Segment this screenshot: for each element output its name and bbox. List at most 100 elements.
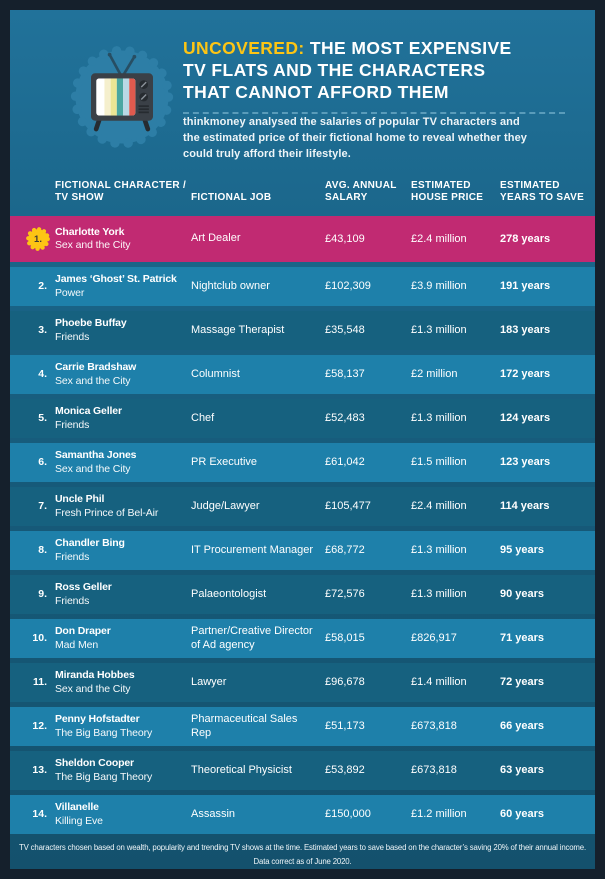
years-to-save: 71 years (500, 632, 545, 644)
years-to-save: 60 years (500, 808, 545, 820)
rank-cell: 10. 10. (10, 632, 55, 645)
table-row: 1. 1. Charlotte York Sex and the City Ar… (10, 216, 595, 262)
rank-number: 9. (38, 588, 47, 600)
table-column-headers: FICTIONAL CHARACTER / TV SHOW FICTIONAL … (10, 180, 595, 204)
table-row: 3. 3. Phoebe Buffay Friends Massage Ther… (10, 311, 595, 350)
annual-salary: £58,015 (325, 632, 365, 644)
annual-salary: £58,137 (325, 368, 365, 380)
rank-number: 10. (32, 632, 47, 644)
column-header-salary: AVG. ANNUAL SALARY (325, 180, 397, 203)
fictional-job: IT Procurement Manager (191, 543, 314, 556)
table-row: 11. 11. Miranda Hobbes Sex and the City … (10, 663, 595, 702)
annual-salary: £35,548 (325, 324, 365, 336)
footnote-line2: Data correct as of June 2020. (253, 857, 352, 866)
tv-show-name: The Big Bang Theory (55, 770, 153, 783)
house-price: £1.2 million (411, 808, 467, 820)
house-price: £673,818 (411, 720, 457, 732)
years-to-save: 90 years (500, 588, 545, 600)
tv-show-name: Power (55, 286, 85, 299)
character-cell: Carrie Bradshaw Sex and the City (55, 361, 191, 388)
character-name: Monica Geller (55, 405, 122, 417)
house-price: £1.5 million (411, 456, 467, 468)
table-row: 7. 7. Uncle Phil Fresh Prince of Bel-Air… (10, 487, 595, 526)
fictional-job: Palaeontologist (191, 587, 267, 600)
title-line3: THAT CANNOT AFFORD THEM (183, 82, 449, 102)
title-line2: TV FLATS AND THE CHARACTERS (183, 60, 486, 80)
tv-show-name: Sex and the City (55, 462, 131, 475)
annual-salary: £61,042 (325, 456, 365, 468)
column-header-years-to-save: ESTIMATED YEARS TO SAVE (500, 180, 585, 203)
table-row: 12. 12. Penny Hofstadter The Big Bang Th… (10, 707, 595, 746)
table-row: 4. 4. Carrie Bradshaw Sex and the City C… (10, 355, 595, 394)
character-name: Sheldon Cooper (55, 757, 134, 769)
years-to-save: 278 years (500, 232, 551, 245)
table-body: 1. 1. Charlotte York Sex and the City Ar… (10, 216, 595, 839)
rank-cell: 9. 9. (10, 588, 55, 601)
house-price: £1.3 million (411, 588, 467, 600)
rank-number: 7. (38, 500, 47, 512)
rank-number: 4. (38, 368, 47, 380)
annual-salary: £96,678 (325, 676, 365, 688)
fictional-job: Nightclub owner (191, 279, 270, 292)
tv-show-name: Killing Eve (55, 814, 103, 827)
years-to-save: 66 years (500, 720, 545, 732)
table-row: 8. 8. Chandler Bing Friends IT Procureme… (10, 531, 595, 570)
subtitle: thinkmoney analysed the salaries of popu… (183, 116, 528, 160)
character-cell: Charlotte York Sex and the City (55, 226, 191, 253)
fictional-job: Columnist (191, 367, 240, 380)
character-name: Don Draper (55, 625, 111, 637)
character-cell: James ‘Ghost’ St. Patrick Power (55, 273, 191, 300)
fictional-job: Massage Therapist (191, 323, 285, 336)
rank-number: 11. (32, 676, 47, 688)
rank-1-badge-icon: 1. (24, 225, 52, 253)
table-row: 10. 10. Don Draper Mad Men Partner/Creat… (10, 619, 595, 658)
character-name: Penny Hofstadter (55, 713, 140, 725)
years-to-save: 183 years (500, 324, 551, 336)
house-price: £2.4 million (411, 500, 467, 512)
character-name: Charlotte York (55, 225, 125, 238)
tv-show-name: Friends (55, 330, 90, 343)
fictional-job: Judge/Lawyer (191, 499, 260, 512)
character-cell: Don Draper Mad Men (55, 625, 191, 652)
annual-salary: £51,173 (325, 720, 365, 732)
years-to-save: 63 years (500, 764, 545, 776)
retro-tv-icon (70, 45, 174, 149)
rank-number: 14. (32, 808, 47, 820)
character-cell: Penny Hofstadter The Big Bang Theory (55, 713, 191, 740)
table-row: 14. 14. Villanelle Killing Eve Assassin … (10, 795, 595, 834)
character-cell: Ross Geller Friends (55, 581, 191, 608)
fictional-job: Theoretical Physicist (191, 763, 292, 776)
title-highlight: UNCOVERED: (183, 38, 305, 58)
rank-number: 6. (38, 456, 47, 468)
character-name: Villanelle (55, 801, 99, 813)
rank-cell: 7. 7. (10, 500, 55, 513)
rank-number: 8. (38, 544, 47, 556)
character-name: Uncle Phil (55, 493, 105, 505)
rank-cell: 11. 11. (10, 676, 55, 689)
column-header-house-price: ESTIMATED HOUSE PRICE (411, 180, 484, 203)
annual-salary: £150,000 (325, 808, 371, 820)
years-to-save: 95 years (500, 544, 545, 556)
table-row: 13. 13. Sheldon Cooper The Big Bang Theo… (10, 751, 595, 790)
table-row: 9. 9. Ross Geller Friends Palaeontologis… (10, 575, 595, 614)
rank-cell: 6. 6. (10, 456, 55, 469)
rank-cell: 4. 4. (10, 368, 55, 381)
annual-salary: £72,576 (325, 588, 365, 600)
table-row: 6. 6. Samantha Jones Sex and the City PR… (10, 443, 595, 482)
fictional-job: PR Executive (191, 455, 258, 468)
rank-number: 3. (38, 324, 47, 336)
footnote-line1: TV characters chosen based on wealth, po… (19, 843, 586, 852)
years-to-save: 124 years (500, 412, 551, 424)
tv-show-name: Mad Men (55, 638, 99, 651)
title-line1: THE MOST EXPENSIVE (304, 38, 512, 58)
character-name: James ‘Ghost’ St. Patrick (55, 273, 177, 285)
infographic-page: UNCOVERED: THE MOST EXPENSIVE TV FLATS A… (10, 10, 595, 869)
character-cell: Samantha Jones Sex and the City (55, 449, 191, 476)
house-price: £1.3 million (411, 544, 467, 556)
years-to-save: 191 years (500, 280, 551, 292)
rank-number: 12. (32, 720, 47, 732)
character-name: Phoebe Buffay (55, 317, 127, 329)
rank-cell: 13. 13. (10, 764, 55, 777)
rank-number: 1. (34, 233, 42, 245)
character-cell: Phoebe Buffay Friends (55, 317, 191, 344)
